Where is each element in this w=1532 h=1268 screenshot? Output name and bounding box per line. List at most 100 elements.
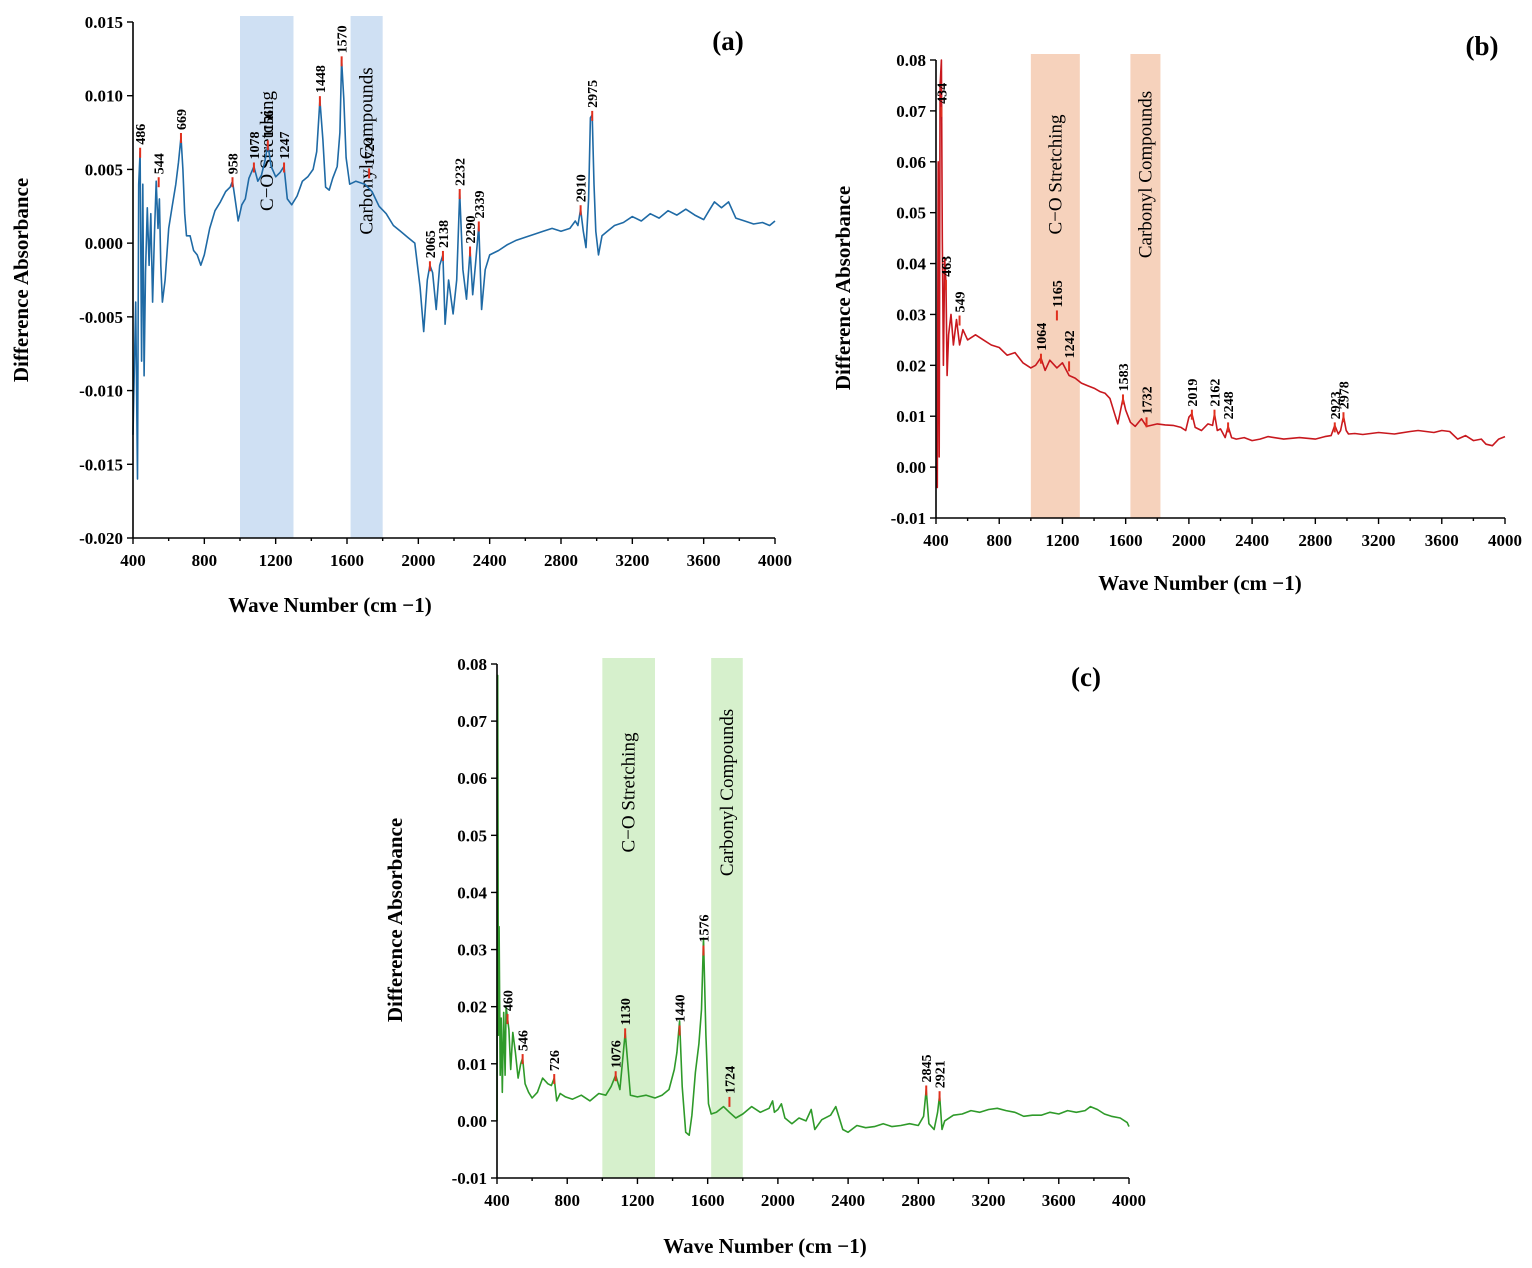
spectrum-series <box>935 59 1506 489</box>
peak-label: 434 <box>935 83 950 104</box>
x-tick-label: 2000 <box>401 551 435 570</box>
highlight-bands: C−O Stretching Carbonyl Compounds <box>1030 54 1161 518</box>
x-tick-label: 3200 <box>972 1191 1006 1210</box>
y-tick-label: 0.03 <box>896 305 926 324</box>
peak-label: 2975 <box>586 80 601 108</box>
peak-label: 2232 <box>454 158 469 186</box>
y-tick-label: 0.00 <box>457 1112 487 1131</box>
x-tick-label: 3200 <box>1362 531 1396 550</box>
peak-label: 1570 <box>336 25 351 53</box>
peak-label: 546 <box>517 1030 532 1051</box>
peak-label: 460 <box>502 990 517 1011</box>
y-tick-label: 0.01 <box>457 1055 487 1074</box>
x-tick-label: 400 <box>120 551 146 570</box>
x-axis-title: Wave Number (cm −1) <box>228 593 431 617</box>
x-tick-label: 1600 <box>691 1191 725 1210</box>
y-tick-label: 0.02 <box>457 998 487 1017</box>
y-tick-label: 0.01 <box>896 407 926 426</box>
y-tick-label: 0.005 <box>85 160 123 179</box>
band-rect-1 <box>1130 54 1161 518</box>
band-label: Carbonyl Compounds <box>717 709 738 876</box>
axes: 400 800 1200 1600 2000 2400 2800 3200 3600 4000 0.… <box>452 655 1146 1210</box>
x-tick-label: 1600 <box>330 551 364 570</box>
y-tick-label: 0.03 <box>457 941 487 960</box>
x-tick-label: 800 <box>554 1191 580 1210</box>
y-tick-label: -0.010 <box>79 382 123 401</box>
peak-label: 1448 <box>314 65 329 93</box>
peak-label: 1242 <box>1063 330 1078 358</box>
peak-label: 1724 <box>723 1066 738 1094</box>
y-tick-label: 0.07 <box>457 712 487 731</box>
x-tick-label: 1200 <box>620 1191 654 1210</box>
peak-label: 1130 <box>619 998 634 1025</box>
panel-label: (b) <box>1466 31 1499 61</box>
x-tick-label: 2000 <box>761 1191 795 1210</box>
y-tick-label: 0.000 <box>85 234 123 253</box>
peak-label: 1064 <box>1035 323 1050 351</box>
series-line-0 <box>935 59 1506 489</box>
y-tick-label: -0.01 <box>452 1169 487 1188</box>
spectrum-series <box>132 59 776 480</box>
x-tick-label: 2400 <box>1235 531 1269 550</box>
peak-label: 2162 <box>1208 379 1223 407</box>
x-tick-label: 2800 <box>901 1191 935 1210</box>
highlight-bands: C−O Stretching Carbonyl Compounds <box>602 658 743 1178</box>
peak-label: 2019 <box>1186 379 1201 407</box>
y-axis-title: Difference Absorbance <box>831 186 855 390</box>
band-label: C−O Stretching <box>1045 114 1066 234</box>
peak-label: 486 <box>134 124 149 145</box>
y-tick-label: 0.05 <box>896 204 926 223</box>
peak-label: 1732 <box>1141 386 1156 414</box>
x-tick-label: 4000 <box>1488 531 1522 550</box>
peak-label: 1247 <box>278 131 293 159</box>
panel-c: C−O Stretching Carbonyl Compounds 460 546 7… <box>383 655 1146 1258</box>
y-tick-label: 0.010 <box>85 87 123 106</box>
x-tick-label: 4000 <box>1112 1191 1146 1210</box>
band-rect-1 <box>711 658 743 1178</box>
band-rect-1 <box>350 16 383 538</box>
peak-label: 2290 <box>464 216 479 244</box>
band-rect-0 <box>1030 54 1080 518</box>
x-axis-title: Wave Number (cm −1) <box>663 1234 866 1258</box>
peak-label: 1165 <box>1051 280 1066 307</box>
x-tick-label: 1600 <box>1109 531 1143 550</box>
y-tick-label: 0.00 <box>896 458 926 477</box>
x-tick-label: 1200 <box>1045 531 1079 550</box>
panel-b: C−O Stretching Carbonyl Compounds 434 463 5… <box>831 31 1522 595</box>
x-tick-label: 800 <box>192 551 218 570</box>
peak-label: 2978 <box>1337 381 1352 409</box>
panel-a: C−O Stretching Carbonyl Compounds 486 544 6… <box>9 13 792 617</box>
band-label: C−O Stretching <box>619 732 640 852</box>
x-tick-label: 2800 <box>544 551 578 570</box>
peak-label: 1440 <box>674 995 689 1023</box>
y-axis-title: Difference Absorbance <box>383 818 407 1022</box>
peak-label: 1576 <box>697 915 712 943</box>
band-rect-0 <box>240 16 294 538</box>
peak-label: 2065 <box>424 230 439 258</box>
x-tick-label: 2400 <box>473 551 507 570</box>
y-tick-label: 0.02 <box>896 356 926 375</box>
peak-label: 958 <box>227 153 242 174</box>
peak-label: 549 <box>954 292 969 313</box>
peak-label: 544 <box>153 153 168 174</box>
axes: 400 800 1200 1600 2000 2400 2800 3200 3600 4000 0.… <box>891 51 1522 550</box>
y-tick-label: 0.07 <box>896 102 926 121</box>
x-tick-label: 400 <box>923 531 949 550</box>
peak-label: 2910 <box>575 174 590 202</box>
peak-label: 2921 <box>934 1060 949 1088</box>
y-tick-label: -0.005 <box>79 308 123 327</box>
peak-annotations: 434 463 549 1064 1165 1242 1583 1732 2019 2162224… <box>935 83 1352 433</box>
y-tick-label: 0.015 <box>85 13 123 32</box>
band-label: Carbonyl Compounds <box>1135 91 1156 258</box>
peak-label: 1724 <box>363 137 378 165</box>
x-tick-label: 1200 <box>259 551 293 570</box>
y-tick-label: -0.020 <box>79 529 123 548</box>
x-tick-label: 800 <box>986 531 1012 550</box>
peak-label: 726 <box>548 1050 563 1071</box>
y-tick-label: 0.08 <box>896 51 926 70</box>
panel-label: (a) <box>712 26 743 56</box>
peak-label: 1076 <box>610 1040 625 1068</box>
